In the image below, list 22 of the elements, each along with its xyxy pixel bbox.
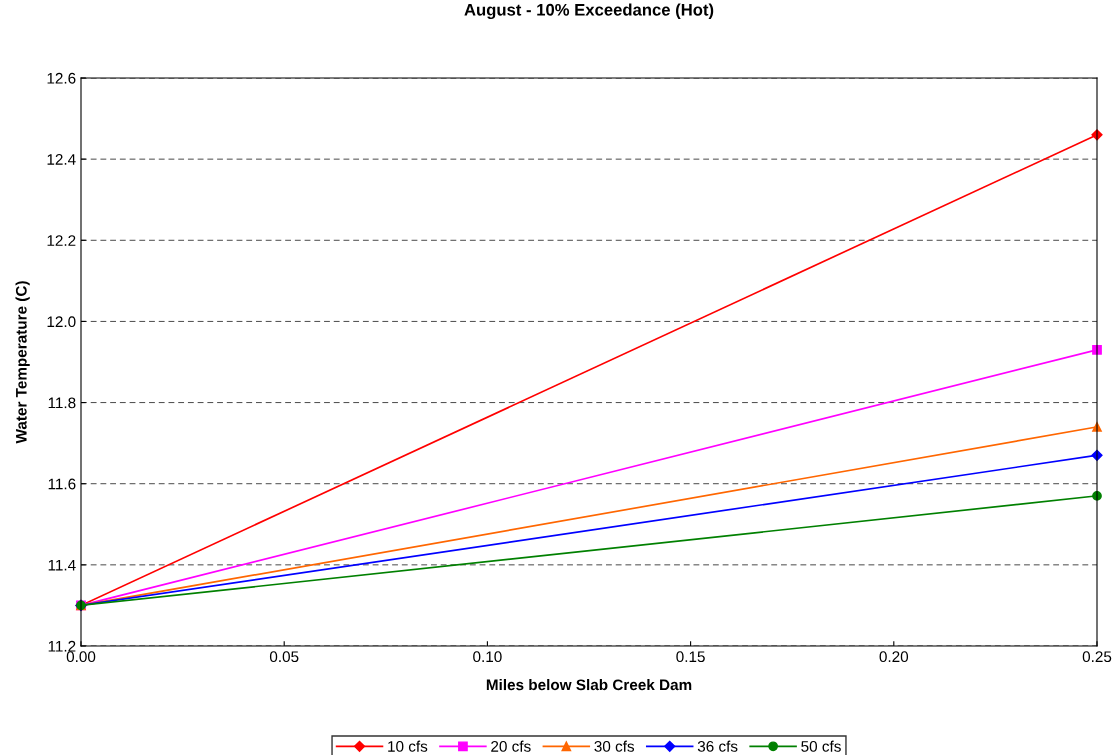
x-tick-label: 0.05	[269, 651, 299, 663]
x-tick-label: 0.00	[66, 651, 96, 663]
x-tick-label: 0.15	[676, 651, 705, 663]
legend-label: 36 cfs	[697, 740, 738, 752]
x-tick-label: 0.25	[1082, 651, 1112, 663]
y-tick-label: 11.2	[48, 640, 76, 652]
x-tick-label: 0.10	[473, 651, 502, 663]
y-tick-label: 12.2	[47, 235, 76, 246]
x-axis-title: Miles below Slab Creek Dam	[486, 678, 692, 691]
y-tick-label: 11.8	[48, 397, 76, 409]
legend-label: 50 cfs	[801, 740, 841, 752]
y-tick-label: 11.6	[48, 478, 76, 490]
chart-title: August - 10% Exceedance (Hot)	[464, 3, 714, 20]
y-tick-label: 12.0	[47, 316, 76, 328]
y-tick-label: 12.4	[47, 154, 76, 165]
legend-label: 30 cfs	[594, 740, 635, 752]
legend-label: 20 cfs	[491, 740, 531, 752]
y-tick-label: 12.6	[47, 72, 76, 84]
y-tick-label: 11.4	[48, 559, 76, 571]
y-axis-title: Water Temperature (C)	[15, 281, 30, 444]
legend-label: 10 cfs	[388, 740, 428, 752]
x-tick-label: 0.20	[879, 651, 909, 663]
